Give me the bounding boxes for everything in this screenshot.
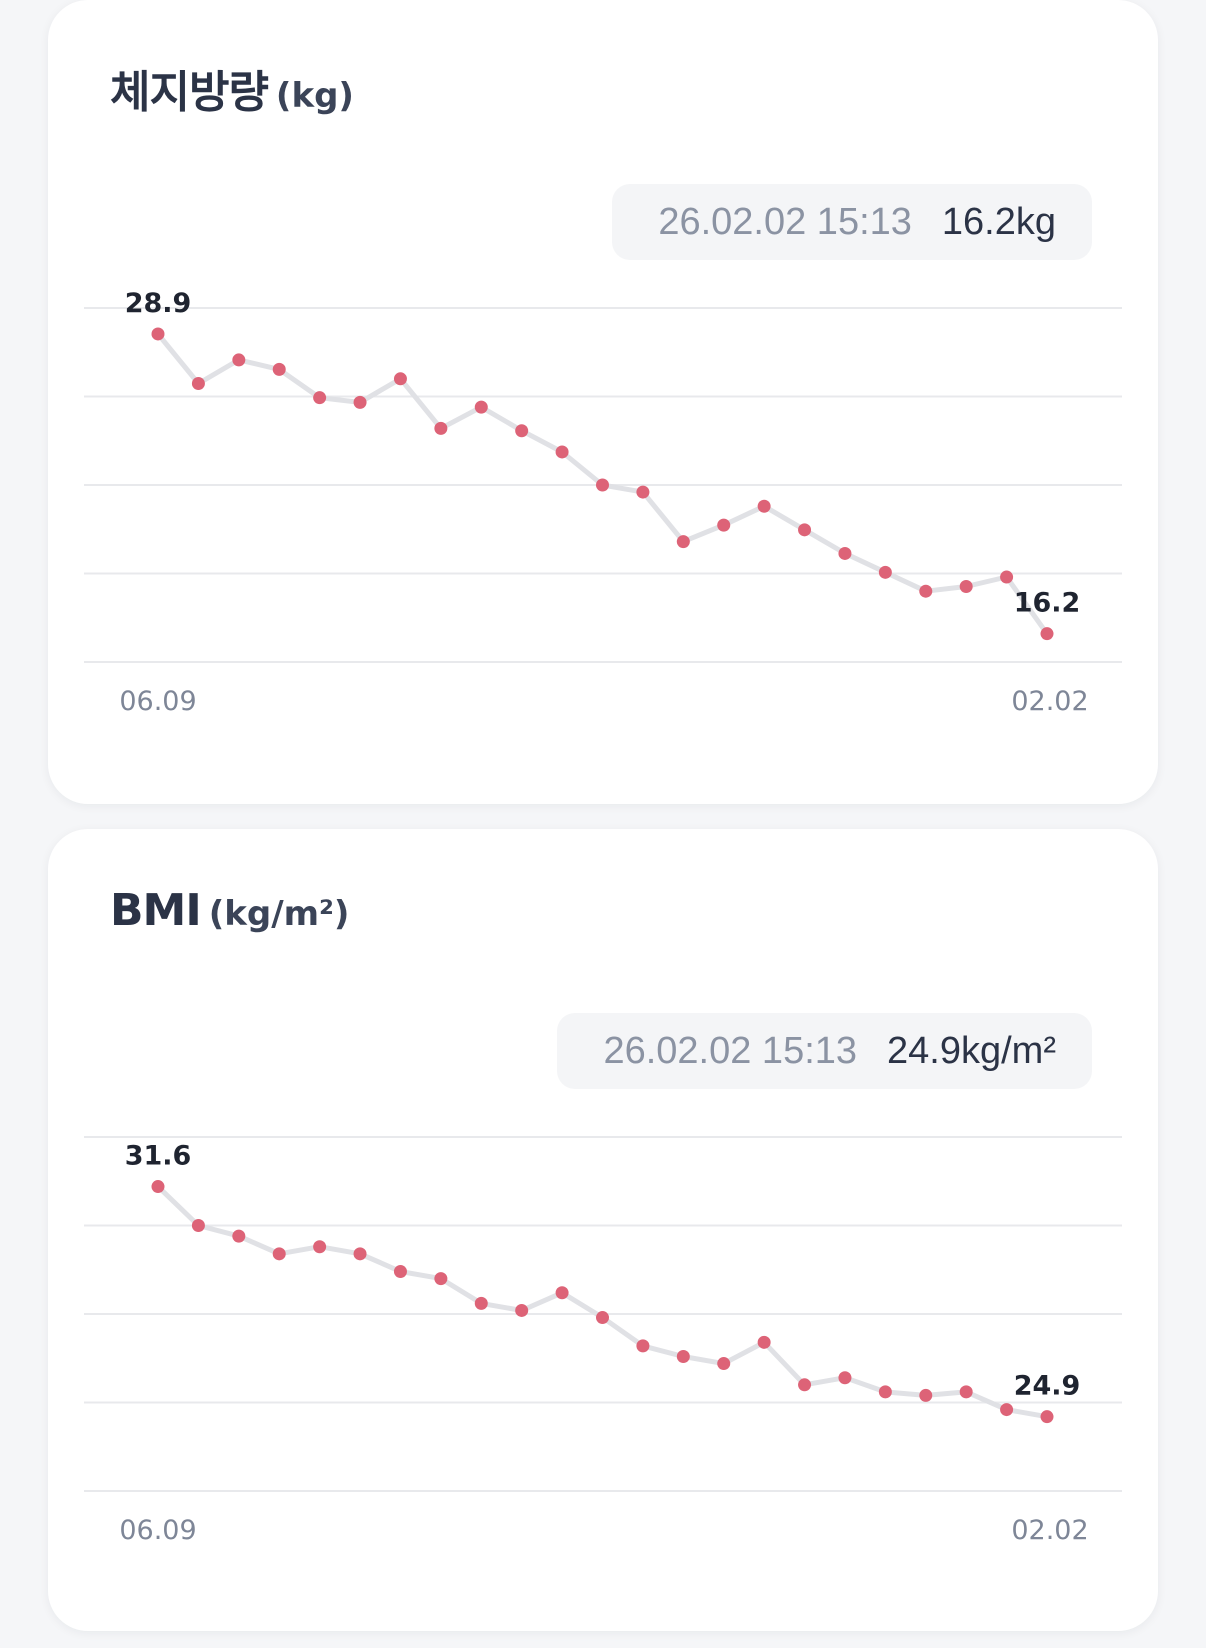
body-fat-data-point (959, 579, 973, 593)
bmi-data-point (515, 1303, 529, 1317)
bmi-unit: (kg/m²) (208, 894, 350, 934)
bmi-data-point (232, 1229, 246, 1243)
body-fat-data-point (757, 499, 771, 513)
bmi-data-point (636, 1339, 650, 1353)
body-fat-point-label: 16.2 (1014, 588, 1081, 619)
body-fat-title-text: 체지방량 (110, 67, 269, 118)
bmi-data-point (757, 1335, 771, 1349)
bmi-data-point (676, 1349, 690, 1363)
body-fat-point-label: 28.9 (125, 288, 192, 319)
bmi-readout-value: 24.9kg/m² (887, 1029, 1056, 1072)
bmi-chart[interactable]: 31.6 24.9 06.09 02.02 (48, 1109, 1158, 1569)
bmi-data-point (353, 1247, 367, 1261)
bmi-data-point (878, 1385, 892, 1399)
body-fat-title: 체지방량 (kg) (110, 56, 354, 120)
body-fat-data-point (798, 523, 812, 537)
bmi-readout-time: 26.02.02 15:13 (603, 1029, 858, 1072)
body-fat-data-point (1040, 627, 1054, 641)
body-fat-data-point (838, 546, 852, 560)
body-fat-data-point (151, 327, 165, 341)
body-fat-data-point (353, 395, 367, 409)
body-fat-data-point (313, 391, 327, 405)
body-fat-data-point (596, 478, 609, 492)
bmi-data-point (717, 1357, 731, 1371)
body-fat-data-point (393, 372, 407, 386)
bmi-data-point (555, 1286, 569, 1300)
bmi-series-line (155, 1184, 1050, 1420)
body-fat-unit: (kg) (275, 76, 354, 116)
bmi-title: BMI (kg/m²) (110, 885, 349, 936)
bmi-data-point (1000, 1403, 1014, 1417)
bmi-data-point (1040, 1410, 1054, 1424)
bmi-x-tick-label: 06.09 (119, 1515, 196, 1546)
body-fat-x-tick-label: 02.02 (1011, 686, 1088, 717)
body-fat-data-point (232, 353, 246, 367)
bmi-point-label: 24.9 (1014, 1371, 1081, 1402)
bmi-data-point (838, 1371, 852, 1385)
bmi-data-point (474, 1296, 488, 1310)
body-fat-card: 체지방량 (kg) 26.02.02 15:13 16.2kg 28.9 16.2 0… (48, 0, 1158, 804)
body-fat-data-point (676, 535, 690, 549)
body-fat-data-point (434, 421, 448, 435)
body-fat-readout: 26.02.02 15:13 16.2kg (612, 184, 1092, 260)
bmi-point-label: 31.6 (125, 1141, 192, 1172)
body-fat-data-point (1000, 570, 1014, 584)
bmi-data-point (151, 1180, 165, 1194)
body-fat-data-point (191, 377, 205, 391)
body-fat-data-point (919, 584, 933, 598)
body-fat-data-point (636, 485, 650, 499)
body-fat-data-point (272, 362, 286, 376)
bmi-data-point (919, 1388, 933, 1402)
bmi-x-tick-label: 02.02 (1011, 1515, 1088, 1546)
bmi-card: BMI (kg/m²) 26.02.02 15:13 24.9kg/m² 31.6… (48, 829, 1158, 1631)
bmi-data-point (191, 1219, 205, 1232)
bmi-data-point (434, 1272, 448, 1286)
body-fat-data-point (878, 565, 892, 579)
bmi-data-point (313, 1240, 327, 1254)
bmi-title-text: BMI (110, 885, 202, 936)
body-fat-data-point (717, 518, 731, 532)
body-fat-readout-time: 26.02.02 15:13 (658, 200, 912, 243)
body-fat-readout-value: 16.2kg (941, 200, 1056, 243)
body-fat-data-point (515, 424, 529, 438)
bmi-readout: 26.02.02 15:13 24.9kg/m² (557, 1013, 1092, 1089)
bmi-data-point (596, 1311, 609, 1325)
bmi-data-point (798, 1378, 812, 1392)
body-fat-chart[interactable]: 28.9 16.2 06.09 02.02 (48, 280, 1158, 740)
bmi-data-point (393, 1265, 407, 1279)
bmi-data-point (959, 1385, 973, 1399)
bmi-data-point (272, 1247, 286, 1261)
body-fat-data-point (555, 445, 569, 459)
body-fat-x-tick-label: 06.09 (119, 686, 196, 717)
body-fat-data-point (474, 400, 488, 414)
